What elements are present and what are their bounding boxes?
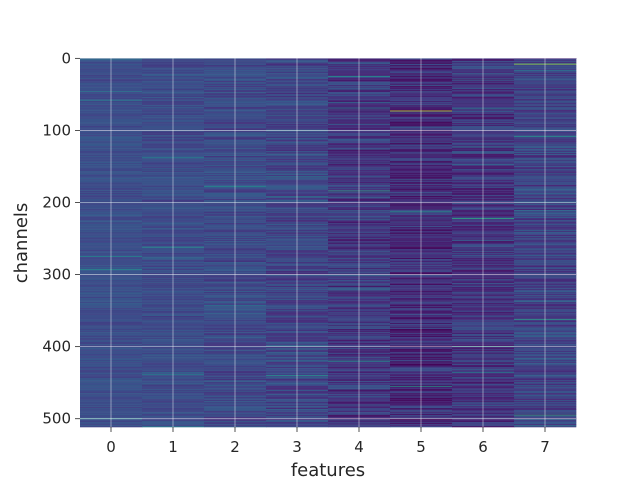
x-tick-label: 2 xyxy=(230,438,240,456)
x-tick-label: 5 xyxy=(416,438,426,456)
y-tick-label: 400 xyxy=(42,338,71,356)
y-tick-label: 200 xyxy=(42,194,71,212)
x-tick-label: 0 xyxy=(106,438,116,456)
x-tick-label: 3 xyxy=(292,438,302,456)
x-tick-label: 4 xyxy=(354,438,364,456)
y-tick-label: 500 xyxy=(42,410,71,428)
x-tick-label: 7 xyxy=(540,438,550,456)
x-axis-ticks: 0 1 2 3 4 5 6 7 xyxy=(106,427,550,456)
y-tick-label: 300 xyxy=(42,266,71,284)
x-tick-label: 6 xyxy=(478,438,488,456)
x-axis-label: features xyxy=(291,460,365,480)
y-tick-label: 0 xyxy=(61,49,71,67)
x-tick-label: 1 xyxy=(168,438,178,456)
y-axis-label: channels xyxy=(11,203,32,284)
grid-lines xyxy=(80,57,576,427)
heatmap-cells xyxy=(80,58,577,428)
y-tick-label: 100 xyxy=(42,121,71,139)
y-axis-ticks: 0 100 200 300 400 500 xyxy=(42,49,80,428)
plot-area xyxy=(80,57,577,428)
